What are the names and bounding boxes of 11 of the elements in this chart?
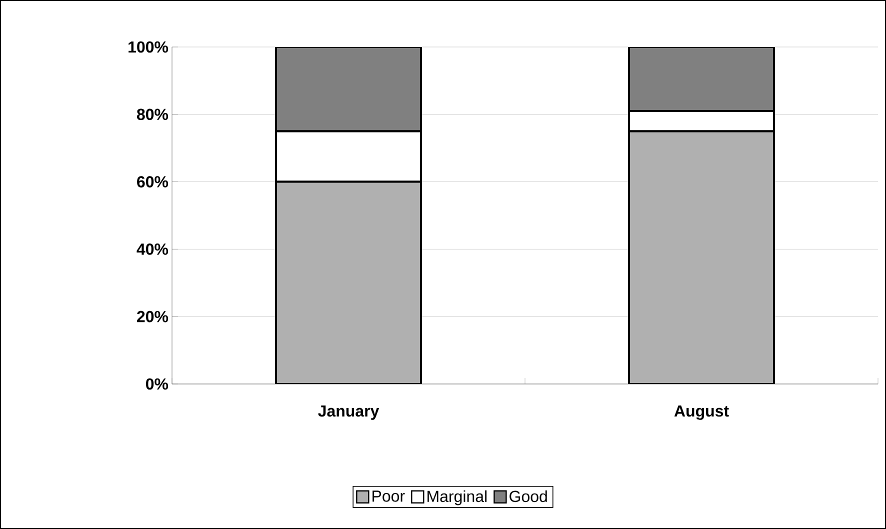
x-tick-label: January [318,406,380,420]
y-tick-label: 80% [136,108,168,120]
x-tick-label: August [674,406,729,420]
legend-label: Marginal [428,490,487,506]
legend-label: Good [510,490,547,502]
y-tick-label: 100% [128,41,168,53]
y-tick-label: 20% [137,310,168,322]
y-tick-label: 40% [136,244,168,255]
y-tick-label: 0% [146,378,168,390]
y-tick-label: 60% [137,176,168,188]
legend-label: Poor [372,490,405,502]
